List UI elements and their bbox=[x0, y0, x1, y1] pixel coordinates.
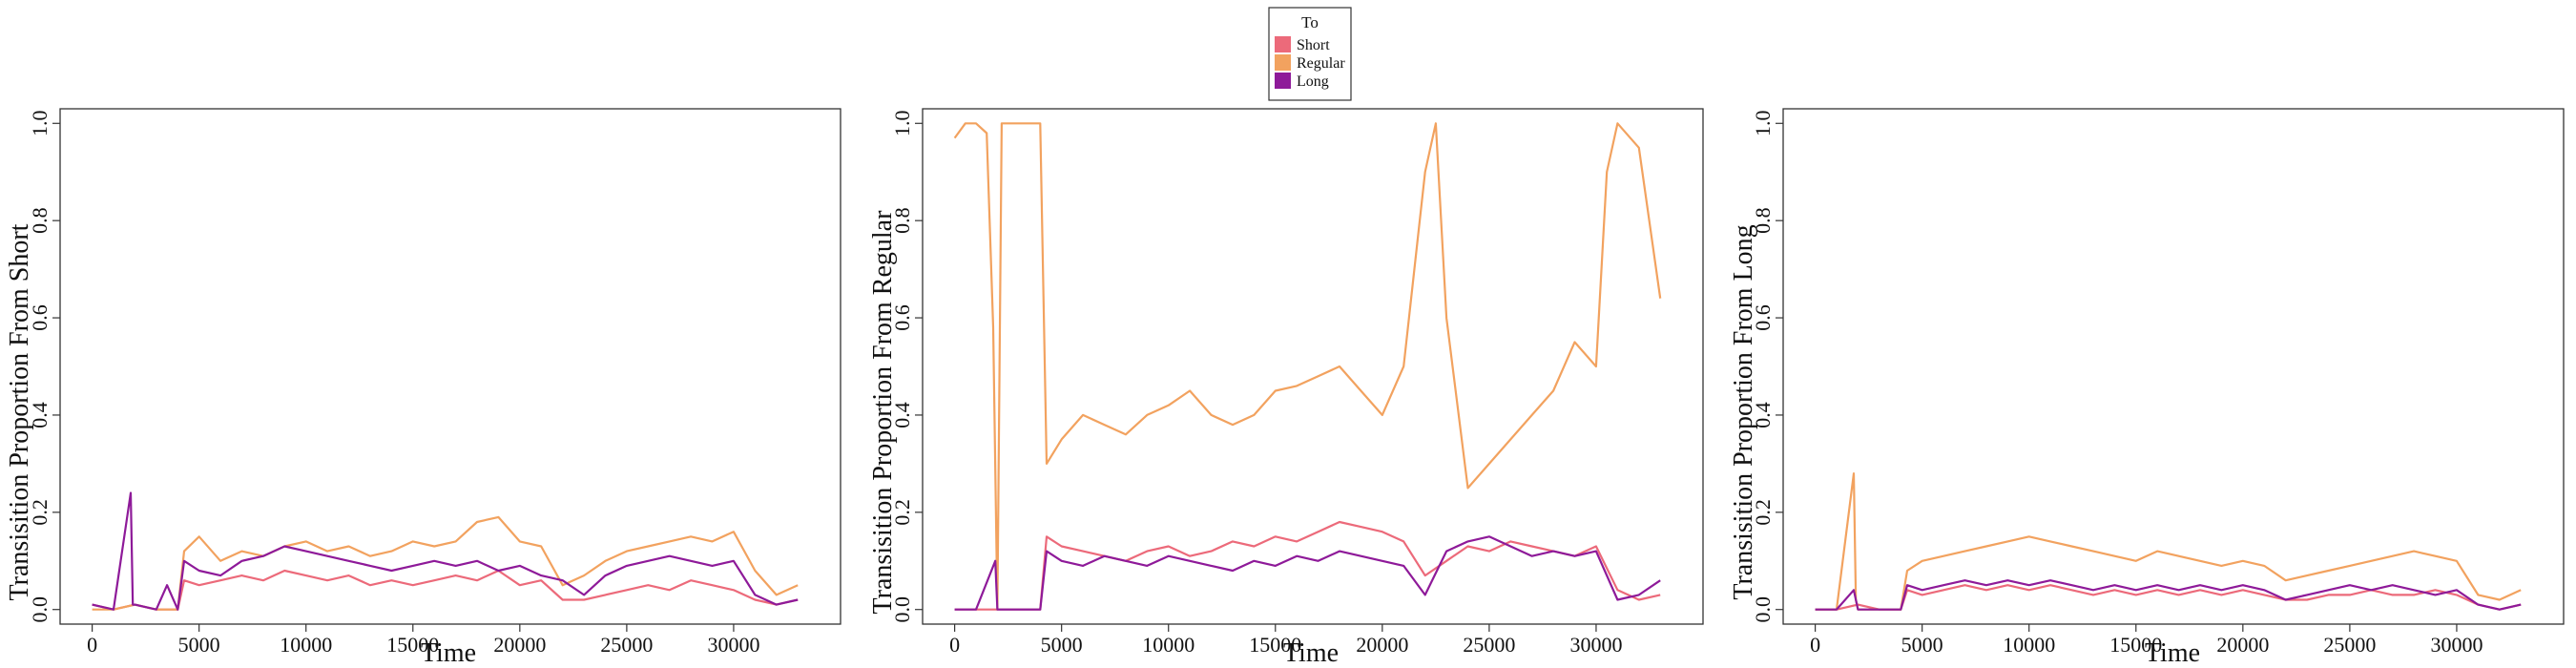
y-tick-label: 1.0 bbox=[890, 111, 914, 137]
x-tick-label: 10000 bbox=[280, 633, 332, 657]
legend-entry-short: Short bbox=[1275, 36, 1330, 53]
series-line-short bbox=[954, 520, 1661, 611]
series-line-long bbox=[92, 491, 799, 611]
x-axis-title: Time bbox=[2145, 638, 2200, 668]
x-tick-label: 5000 bbox=[178, 633, 220, 657]
y-tick-label: 0.2 bbox=[28, 499, 52, 526]
y-tick-label: 0.4 bbox=[1751, 402, 1775, 428]
x-axis-title: Time bbox=[1283, 638, 1339, 668]
x-tick-label: 20000 bbox=[1356, 633, 1408, 657]
series-line-long bbox=[954, 535, 1661, 611]
legend-entry-regular: Regular bbox=[1275, 54, 1345, 72]
y-axis-title: Transisition Proportion From Long bbox=[1729, 224, 1758, 599]
x-tick-label: 30000 bbox=[2430, 633, 2483, 657]
x-tick-label: 25000 bbox=[1463, 633, 1515, 657]
y-tick-label: 1.0 bbox=[1751, 111, 1775, 137]
y-tick-label: 0.2 bbox=[1751, 499, 1775, 526]
x-tick-label: 0 bbox=[87, 633, 97, 657]
plot-frame bbox=[1782, 108, 2565, 625]
y-tick-label: 0.6 bbox=[890, 304, 914, 331]
x-axis-title: Time bbox=[421, 638, 476, 668]
y-tick-label: 0.8 bbox=[1751, 207, 1775, 234]
y-tick-label: 0.8 bbox=[28, 207, 52, 234]
x-tick-label: 30000 bbox=[1569, 633, 1622, 657]
x-tick-label: 10000 bbox=[1142, 633, 1195, 657]
x-tick-label: 15000 bbox=[386, 633, 439, 657]
series-line-regular bbox=[953, 122, 1662, 611]
x-tick-label: 15000 bbox=[2109, 633, 2162, 657]
y-tick-label: 1.0 bbox=[28, 111, 52, 137]
legend-label-short: Short bbox=[1297, 37, 1330, 53]
x-tick-label: 20000 bbox=[493, 633, 546, 657]
x-tick-label: 30000 bbox=[707, 633, 759, 657]
y-tick-label: 0.0 bbox=[1751, 596, 1775, 623]
legend-swatch-long bbox=[1275, 73, 1291, 89]
x-tick-label: 20000 bbox=[2216, 633, 2269, 657]
y-tick-label: 0.6 bbox=[28, 304, 52, 331]
legend-label-regular: Regular bbox=[1297, 55, 1345, 72]
series-line-short bbox=[92, 569, 799, 611]
x-tick-label: 5000 bbox=[1041, 633, 1083, 657]
y-axis-title: Transisition Proportion From Short bbox=[5, 223, 34, 600]
y-tick-label: 0.4 bbox=[28, 402, 52, 428]
x-tick-label: 15000 bbox=[1249, 633, 1301, 657]
x-tick-label: 25000 bbox=[2323, 633, 2376, 657]
series-line-long bbox=[1815, 579, 2522, 611]
legend-entry-long: Long bbox=[1275, 73, 1329, 90]
x-tick-label: 5000 bbox=[1901, 633, 1943, 657]
x-tick-label: 0 bbox=[1810, 633, 1820, 657]
x-tick-label: 25000 bbox=[600, 633, 653, 657]
plot-frame bbox=[59, 108, 841, 625]
y-tick-label: 0.2 bbox=[890, 499, 914, 526]
x-tick-label: 0 bbox=[949, 633, 960, 657]
legend-label-long: Long bbox=[1297, 73, 1329, 90]
y-tick-label: 0.0 bbox=[890, 596, 914, 623]
y-tick-label: 0.0 bbox=[28, 596, 52, 623]
x-tick-label: 10000 bbox=[2003, 633, 2055, 657]
series-line-regular bbox=[92, 515, 799, 611]
y-tick-label: 0.6 bbox=[1751, 304, 1775, 331]
y-tick-label: 0.8 bbox=[890, 207, 914, 234]
y-tick-label: 0.4 bbox=[890, 402, 914, 428]
panel-from-short: Transisition Proportion From Short Time … bbox=[5, 108, 841, 668]
legend-swatch-short bbox=[1275, 36, 1291, 52]
plot-frame bbox=[922, 108, 1704, 625]
legend: To Short Regular Long bbox=[1268, 7, 1352, 101]
panel-from-regular: Transisition Proportion From Regular Tim… bbox=[868, 108, 1704, 668]
legend-swatch-regular bbox=[1275, 54, 1291, 71]
y-axis-title: Transisition Proportion From Regular bbox=[868, 210, 898, 615]
series-line-short bbox=[1815, 584, 2522, 611]
legend-title: To bbox=[1301, 13, 1319, 31]
panel-from-long: Transisition Proportion From Long Time 0… bbox=[1729, 108, 2565, 668]
